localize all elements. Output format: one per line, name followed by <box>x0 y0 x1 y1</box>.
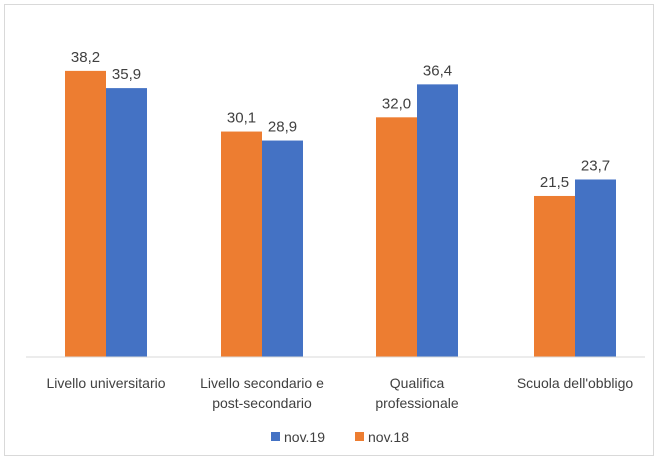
bar-nov-19-cat-3 <box>575 179 616 357</box>
legend: nov.19 nov.18 <box>271 429 409 445</box>
category-label-3-line-0: Scuola dell'obbligo <box>517 375 634 391</box>
bar-nov-18-cat-1 <box>221 131 262 357</box>
bar-nov-19-cat-0 <box>106 88 147 357</box>
value-label-nov-18-cat-2: 32,0 <box>382 95 411 112</box>
category-label-2-line-1: professionale <box>375 395 458 411</box>
bars-group <box>65 70 616 358</box>
value-label-nov-18-cat-1: 30,1 <box>227 110 256 127</box>
value-label-nov-19-cat-1: 28,9 <box>268 119 297 136</box>
bar-nov-18-cat-3 <box>534 195 575 357</box>
category-labels-group: Livello universitario Livello secondario … <box>46 375 633 411</box>
value-label-nov-18-cat-0: 38,2 <box>71 49 100 66</box>
category-label-1-line-0: Livello secondario e <box>200 375 324 391</box>
category-label-0-line-0: Livello universitario <box>46 375 165 391</box>
bar-nov-18-cat-0 <box>65 70 106 358</box>
bar-nov-18-cat-2 <box>376 117 417 357</box>
value-labels-group: 38,2 35,9 30,1 28,9 32,0 36,4 21,5 23,7 <box>71 49 610 191</box>
value-label-nov-19-cat-3: 23,7 <box>581 157 610 174</box>
value-label-nov-18-cat-3: 21,5 <box>540 174 569 191</box>
bar-nov-19-cat-2 <box>417 84 458 357</box>
legend-swatch-nov-19 <box>271 432 280 441</box>
category-label-2-line-0: Qualifica <box>390 375 445 391</box>
legend-swatch-nov-18 <box>355 432 364 441</box>
legend-label-nov-19: nov.19 <box>284 429 325 445</box>
value-label-nov-19-cat-0: 35,9 <box>112 66 141 83</box>
value-label-nov-19-cat-2: 36,4 <box>423 62 452 79</box>
legend-label-nov-18: nov.18 <box>368 429 409 445</box>
bar-nov-19-cat-1 <box>262 140 303 357</box>
category-label-1-line-1: post-secondario <box>212 395 312 411</box>
